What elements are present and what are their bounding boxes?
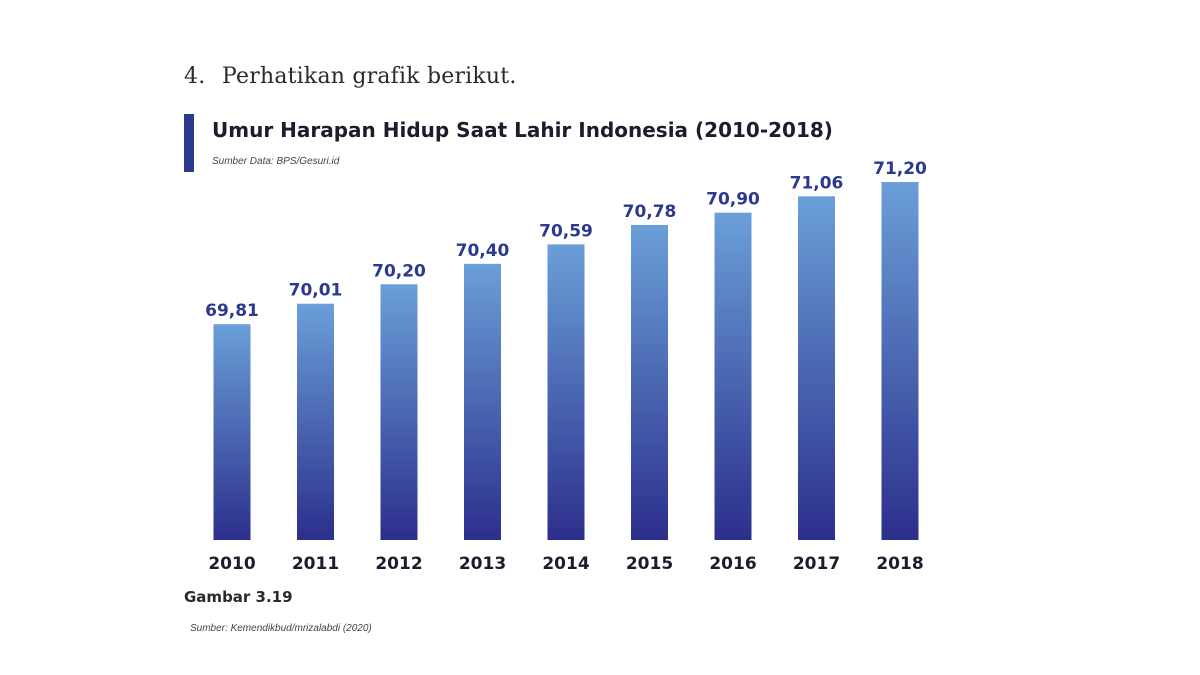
- x-tick-label-2018: 2018: [876, 554, 923, 574]
- value-label-2010: 69,81: [205, 301, 259, 321]
- chart-source-note: Sumber Data: BPS/Gesuri.id: [212, 156, 340, 167]
- bar-2010: [213, 324, 251, 540]
- value-label-2016: 70,90: [706, 190, 760, 210]
- bar-2014: [547, 244, 585, 540]
- x-tick-label-2016: 2016: [709, 554, 756, 574]
- x-tick-label-2015: 2015: [626, 554, 673, 574]
- figure-source: Sumber: Kemendikbud/mrizalabdi (2020): [190, 623, 372, 634]
- x-tick-label-2014: 2014: [542, 554, 589, 574]
- value-label-2014: 70,59: [539, 221, 593, 241]
- x-tick-label-2011: 2011: [292, 554, 339, 574]
- value-label-2011: 70,01: [289, 281, 343, 301]
- x-tick-label-2013: 2013: [459, 554, 506, 574]
- question-number: 4.: [184, 64, 206, 89]
- value-label-2013: 70,40: [456, 241, 510, 261]
- chart-title: Umur Harapan Hidup Saat Lahir Indonesia …: [212, 118, 833, 142]
- value-label-2015: 70,78: [623, 202, 677, 222]
- bar-2018: [881, 182, 919, 540]
- bar-2012: [380, 284, 418, 540]
- bar-2016: [714, 212, 752, 540]
- question-text: Perhatikan grafik berikut.: [222, 64, 517, 89]
- bar-2013: [464, 263, 501, 540]
- x-tick-label-2012: 2012: [375, 554, 422, 574]
- figure-caption: Gambar 3.19: [184, 588, 293, 606]
- question: 4. Perhatikan grafik berikut.: [184, 64, 517, 89]
- value-label-2012: 70,20: [372, 261, 426, 281]
- bar-2015: [631, 224, 668, 540]
- x-tick-label-2017: 2017: [793, 554, 840, 574]
- bar-2011: [297, 303, 334, 540]
- bar-2017: [798, 196, 835, 540]
- value-label-2018: 71,20: [873, 159, 927, 179]
- title-accent-bar: [184, 114, 194, 172]
- x-tick-label-2010: 2010: [208, 554, 255, 574]
- value-label-2017: 71,06: [790, 173, 844, 193]
